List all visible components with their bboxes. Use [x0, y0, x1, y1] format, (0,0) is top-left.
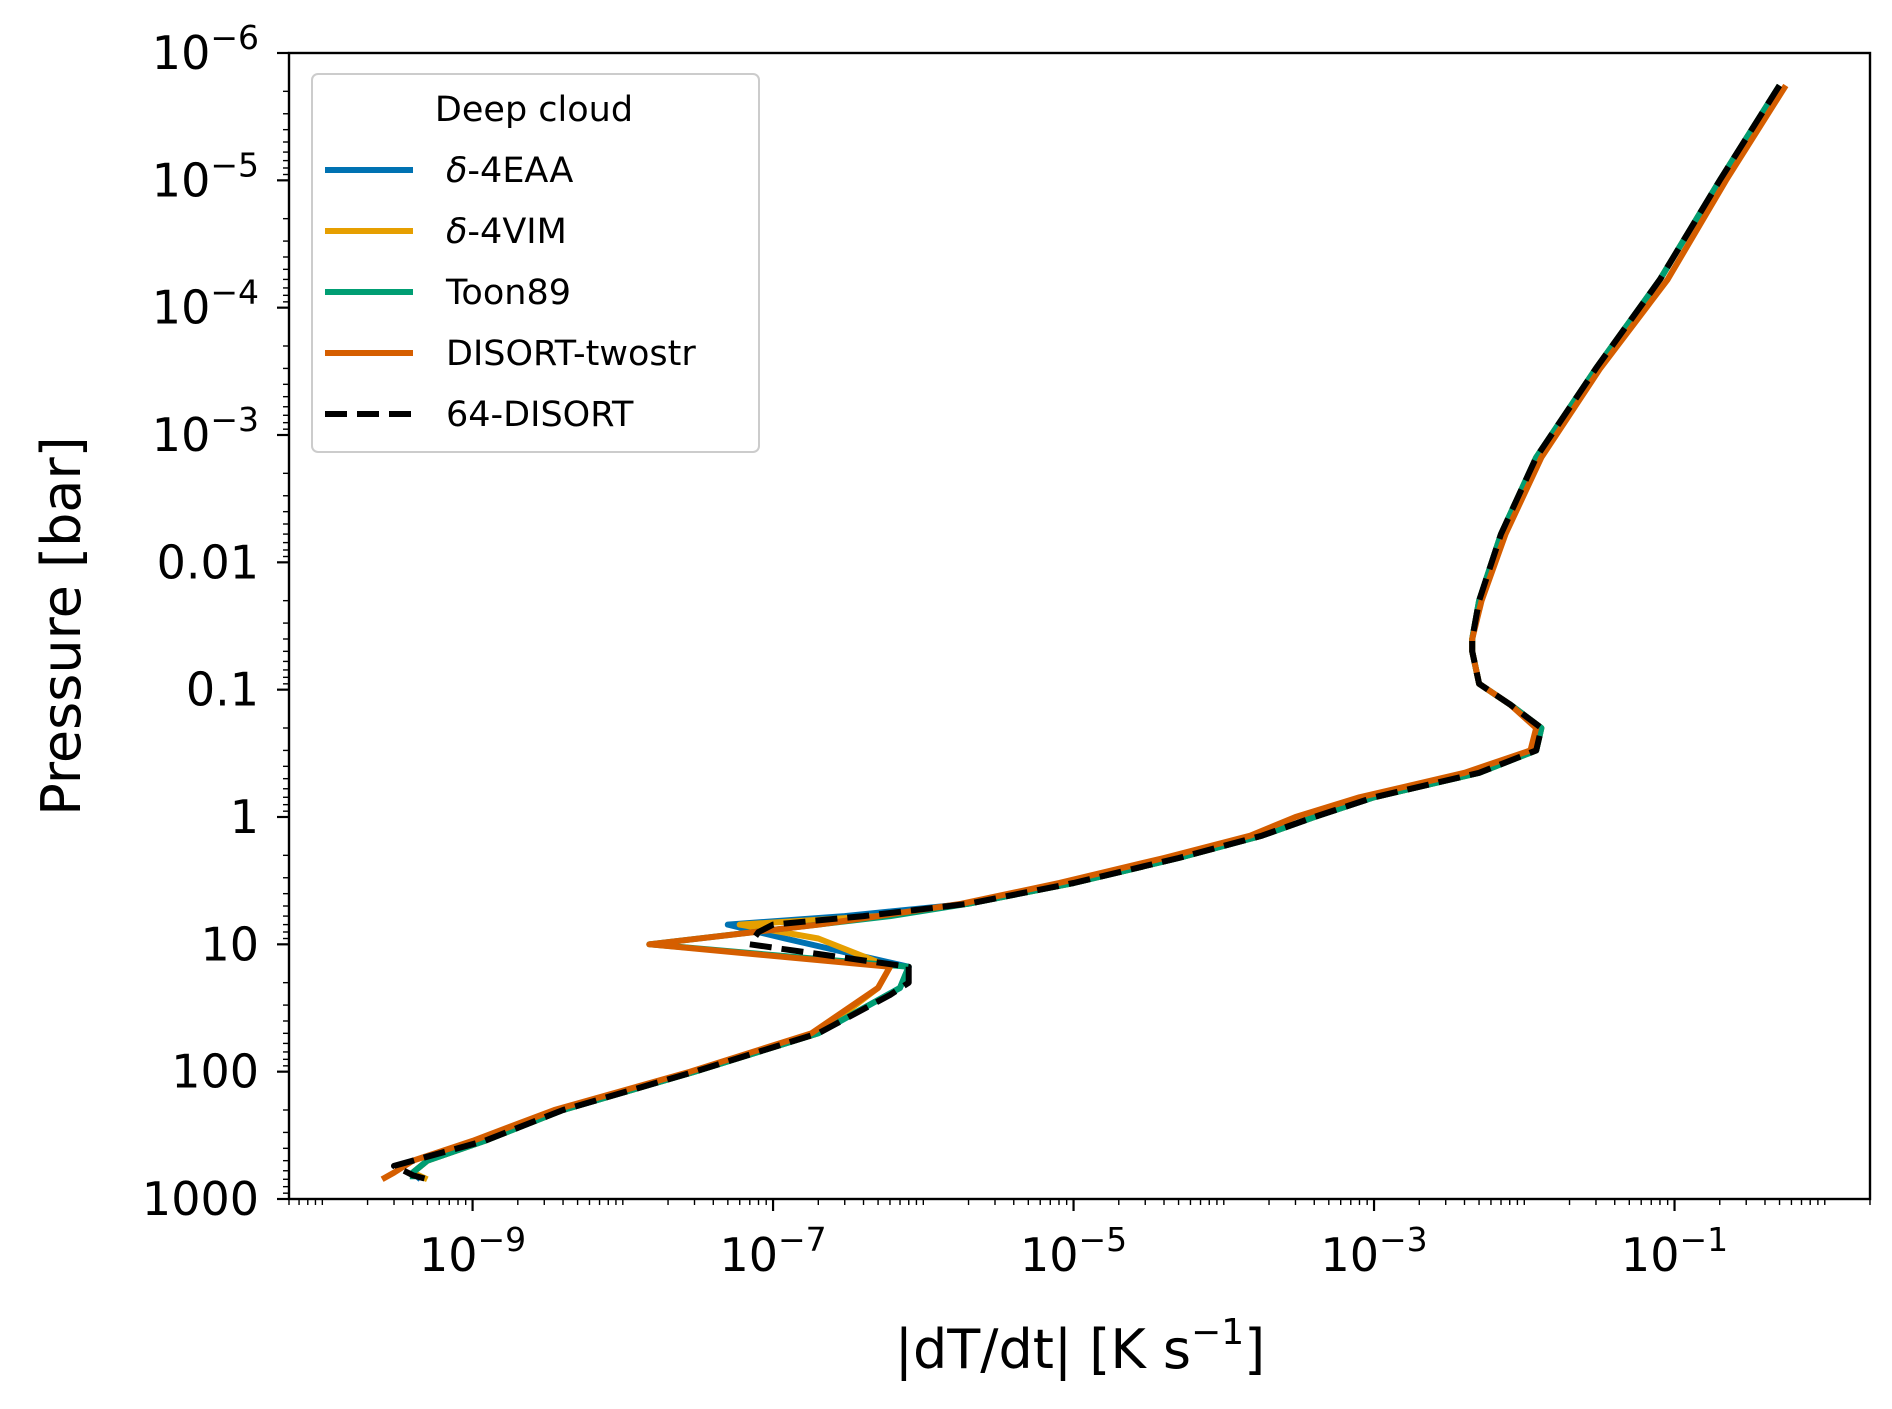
x-tick-label: 10−9 [419, 1220, 526, 1282]
plot-area [287, 51, 1872, 1201]
x-tick-label: 10−3 [1320, 1220, 1427, 1282]
y-tick-label: 10−3 [152, 400, 259, 462]
x-axis-label-exponent: −1 [1191, 1312, 1244, 1353]
legend-label: DISORT-twostr [446, 334, 696, 374]
y-axis-label: Pressure [bar] [30, 436, 93, 815]
y-tick-label: 100 [171, 1045, 259, 1099]
y-axis: 10−6 10−5 10−4 10−3 0.01 0.1 1 10 100 1000 [142, 18, 289, 1226]
y-tick-label: 1 [230, 790, 259, 844]
series-line-64-DISORT [391, 83, 1783, 1183]
legend[interactable]: Deep cloud δ-4EAA δ-4VIM Toon89 DISORT-twos… [311, 73, 760, 453]
legend-label: δ-4EAA [446, 151, 573, 191]
x-axis: 10−9 10−7 10−5 10−3 10−1 [288, 1199, 1871, 1282]
y-tick-label: 10−6 [152, 18, 259, 80]
x-axis-label: |dT/dt| [K s−1] [895, 1312, 1265, 1381]
y-tick-label: 10−4 [152, 273, 259, 335]
legend-items: δ-4EAA δ-4VIM Toon89 DISORT-twostr 64-DISORT [325, 151, 696, 435]
legend-item[interactable]: δ-4EAA [325, 151, 573, 191]
legend-item[interactable]: Toon89 [325, 273, 571, 313]
legend-item[interactable]: δ-4VIM [325, 212, 567, 252]
x-tick-label: 10−5 [1020, 1220, 1127, 1282]
y-tick-label: 0.1 [186, 663, 259, 717]
legend-item[interactable]: 64-DISORT [325, 395, 634, 435]
y-tick-label: 10−5 [152, 145, 259, 207]
legend-box [311, 73, 760, 453]
legend-label: δ-4VIM [446, 212, 567, 252]
axes-frame [287, 51, 1872, 1201]
legend-label: Toon89 [445, 273, 571, 313]
legend-label: 64-DISORT [446, 395, 634, 435]
x-axis-label-main: |dT/dt| [K s [895, 1318, 1191, 1381]
legend-item[interactable]: DISORT-twostr [325, 334, 696, 374]
y-tick-label: 0.01 [157, 535, 259, 589]
y-tick-label: 1000 [142, 1172, 259, 1226]
legend-title: Deep cloud [435, 90, 633, 130]
series-layer [380, 83, 1789, 1183]
x-tick-label: 10−1 [1621, 1220, 1728, 1282]
y-tick-label: 10 [200, 917, 259, 971]
x-tick-label: 10−7 [719, 1220, 826, 1282]
x-axis-label-suffix: ] [1244, 1318, 1265, 1381]
